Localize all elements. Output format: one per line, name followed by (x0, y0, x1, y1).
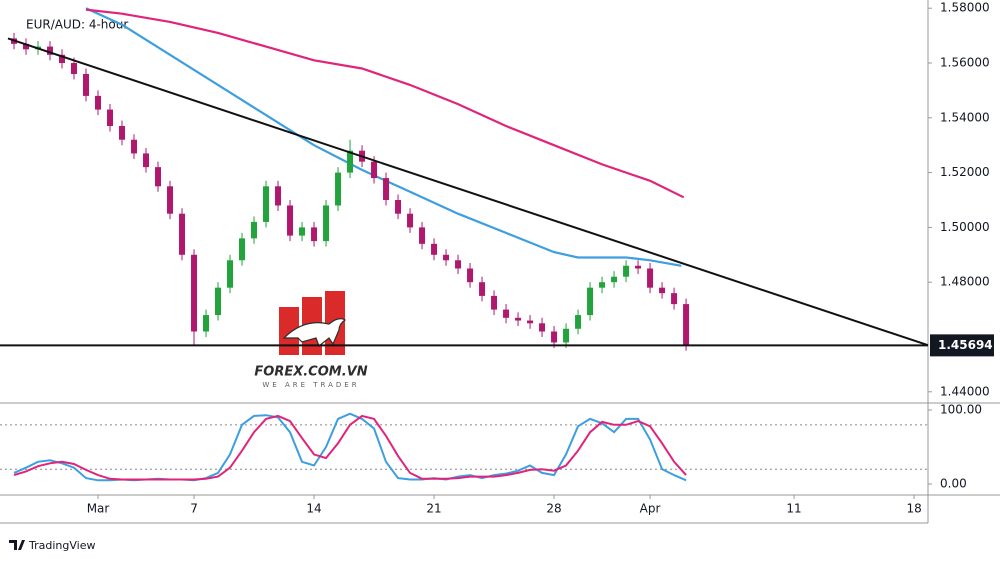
watermark-title: FOREX.COM.VN (254, 365, 367, 380)
moving-average (85, 7, 682, 267)
candle-body (71, 63, 78, 74)
candle-body (167, 186, 174, 214)
candle-body (683, 304, 690, 346)
candle-body (155, 167, 162, 187)
candle-body (251, 221, 258, 239)
candle-body (23, 43, 30, 50)
moving-average (85, 8, 685, 199)
candle-body (143, 153, 150, 168)
x-tick-label: 18 (906, 502, 921, 516)
candle-body (647, 268, 654, 288)
y-tick-label: 1.44000 (940, 384, 990, 398)
y-tick-label: 0.00 (940, 476, 967, 490)
watermark-tagline: WE ARE TRADER (262, 381, 359, 389)
candle-body (83, 73, 90, 96)
x-tick-label: Mar (87, 502, 110, 516)
candle-body (671, 293, 678, 305)
candle-body (107, 109, 114, 127)
candle-body (311, 227, 318, 242)
candle-body (347, 150, 354, 173)
chart-title: EUR/AUD: 4-hour (26, 18, 128, 32)
candle-body (611, 276, 618, 283)
brand: TradingView (28, 539, 95, 552)
tradingview-logo: TradingView (9, 539, 95, 552)
candle-body (215, 287, 222, 316)
x-tick-label: 11 (786, 502, 801, 516)
candle-body (431, 243, 438, 255)
candle-body (419, 227, 426, 244)
candle-body (467, 268, 474, 283)
candle-body (239, 238, 246, 261)
y-tick-label: 1.48000 (940, 275, 990, 289)
candle-body (203, 315, 210, 332)
y-tick-label: 100.00 (940, 403, 982, 417)
candle-body (47, 46, 54, 55)
candle-body (179, 213, 186, 255)
candle-body (479, 282, 486, 296)
candle-body (275, 186, 282, 206)
trendline (7, 37, 929, 347)
candle-body (491, 295, 498, 310)
candle-body (263, 186, 270, 222)
candle-body (527, 320, 534, 324)
x-tick-label: 21 (426, 502, 441, 516)
candle-body (323, 205, 330, 242)
price-label: 1.45694 (938, 338, 993, 352)
candle-body (623, 265, 630, 277)
candle-body (299, 227, 306, 236)
candle-body (515, 317, 522, 321)
candle-body (395, 200, 402, 214)
y-tick-label: 1.58000 (940, 1, 990, 15)
x-tick-label: 14 (306, 502, 321, 516)
candle-body (563, 328, 570, 343)
y-tick-label: 1.54000 (940, 110, 990, 124)
candle-body (119, 126, 126, 140)
x-tick-label: 7 (190, 502, 198, 516)
x-tick-label: 28 (546, 502, 561, 516)
price-label-box (930, 334, 994, 357)
candle-body (539, 323, 546, 332)
y-tick-label: 1.52000 (940, 165, 990, 179)
candle-body (551, 331, 558, 343)
logo-bar (279, 307, 299, 355)
candle-body (455, 260, 462, 269)
candle-body (659, 287, 666, 294)
candle-body (575, 315, 582, 329)
watermark: FOREX.COM.VN WE ARE TRADER (254, 291, 368, 389)
candle-body (407, 213, 414, 228)
candle-body (287, 205, 294, 236)
y-tick-label: 1.50000 (940, 220, 990, 234)
bull-icon (282, 318, 347, 347)
candle-body (443, 254, 450, 261)
candle-body (587, 287, 594, 316)
logo-mark (9, 540, 25, 550)
candle-body (371, 161, 378, 179)
candle-body (131, 139, 138, 154)
candle-body (191, 254, 198, 332)
candle-body (227, 260, 234, 288)
candle-body (503, 309, 510, 318)
candle-body (599, 282, 606, 288)
candle-body (59, 54, 66, 64)
candle-body (335, 172, 342, 206)
oscillator-line (13, 414, 687, 481)
y-tick-label: 1.56000 (940, 56, 990, 70)
candle-body (635, 265, 642, 269)
x-tick-label: Apr (640, 502, 661, 516)
candle-body (95, 95, 102, 110)
candle-body (383, 178, 390, 200)
